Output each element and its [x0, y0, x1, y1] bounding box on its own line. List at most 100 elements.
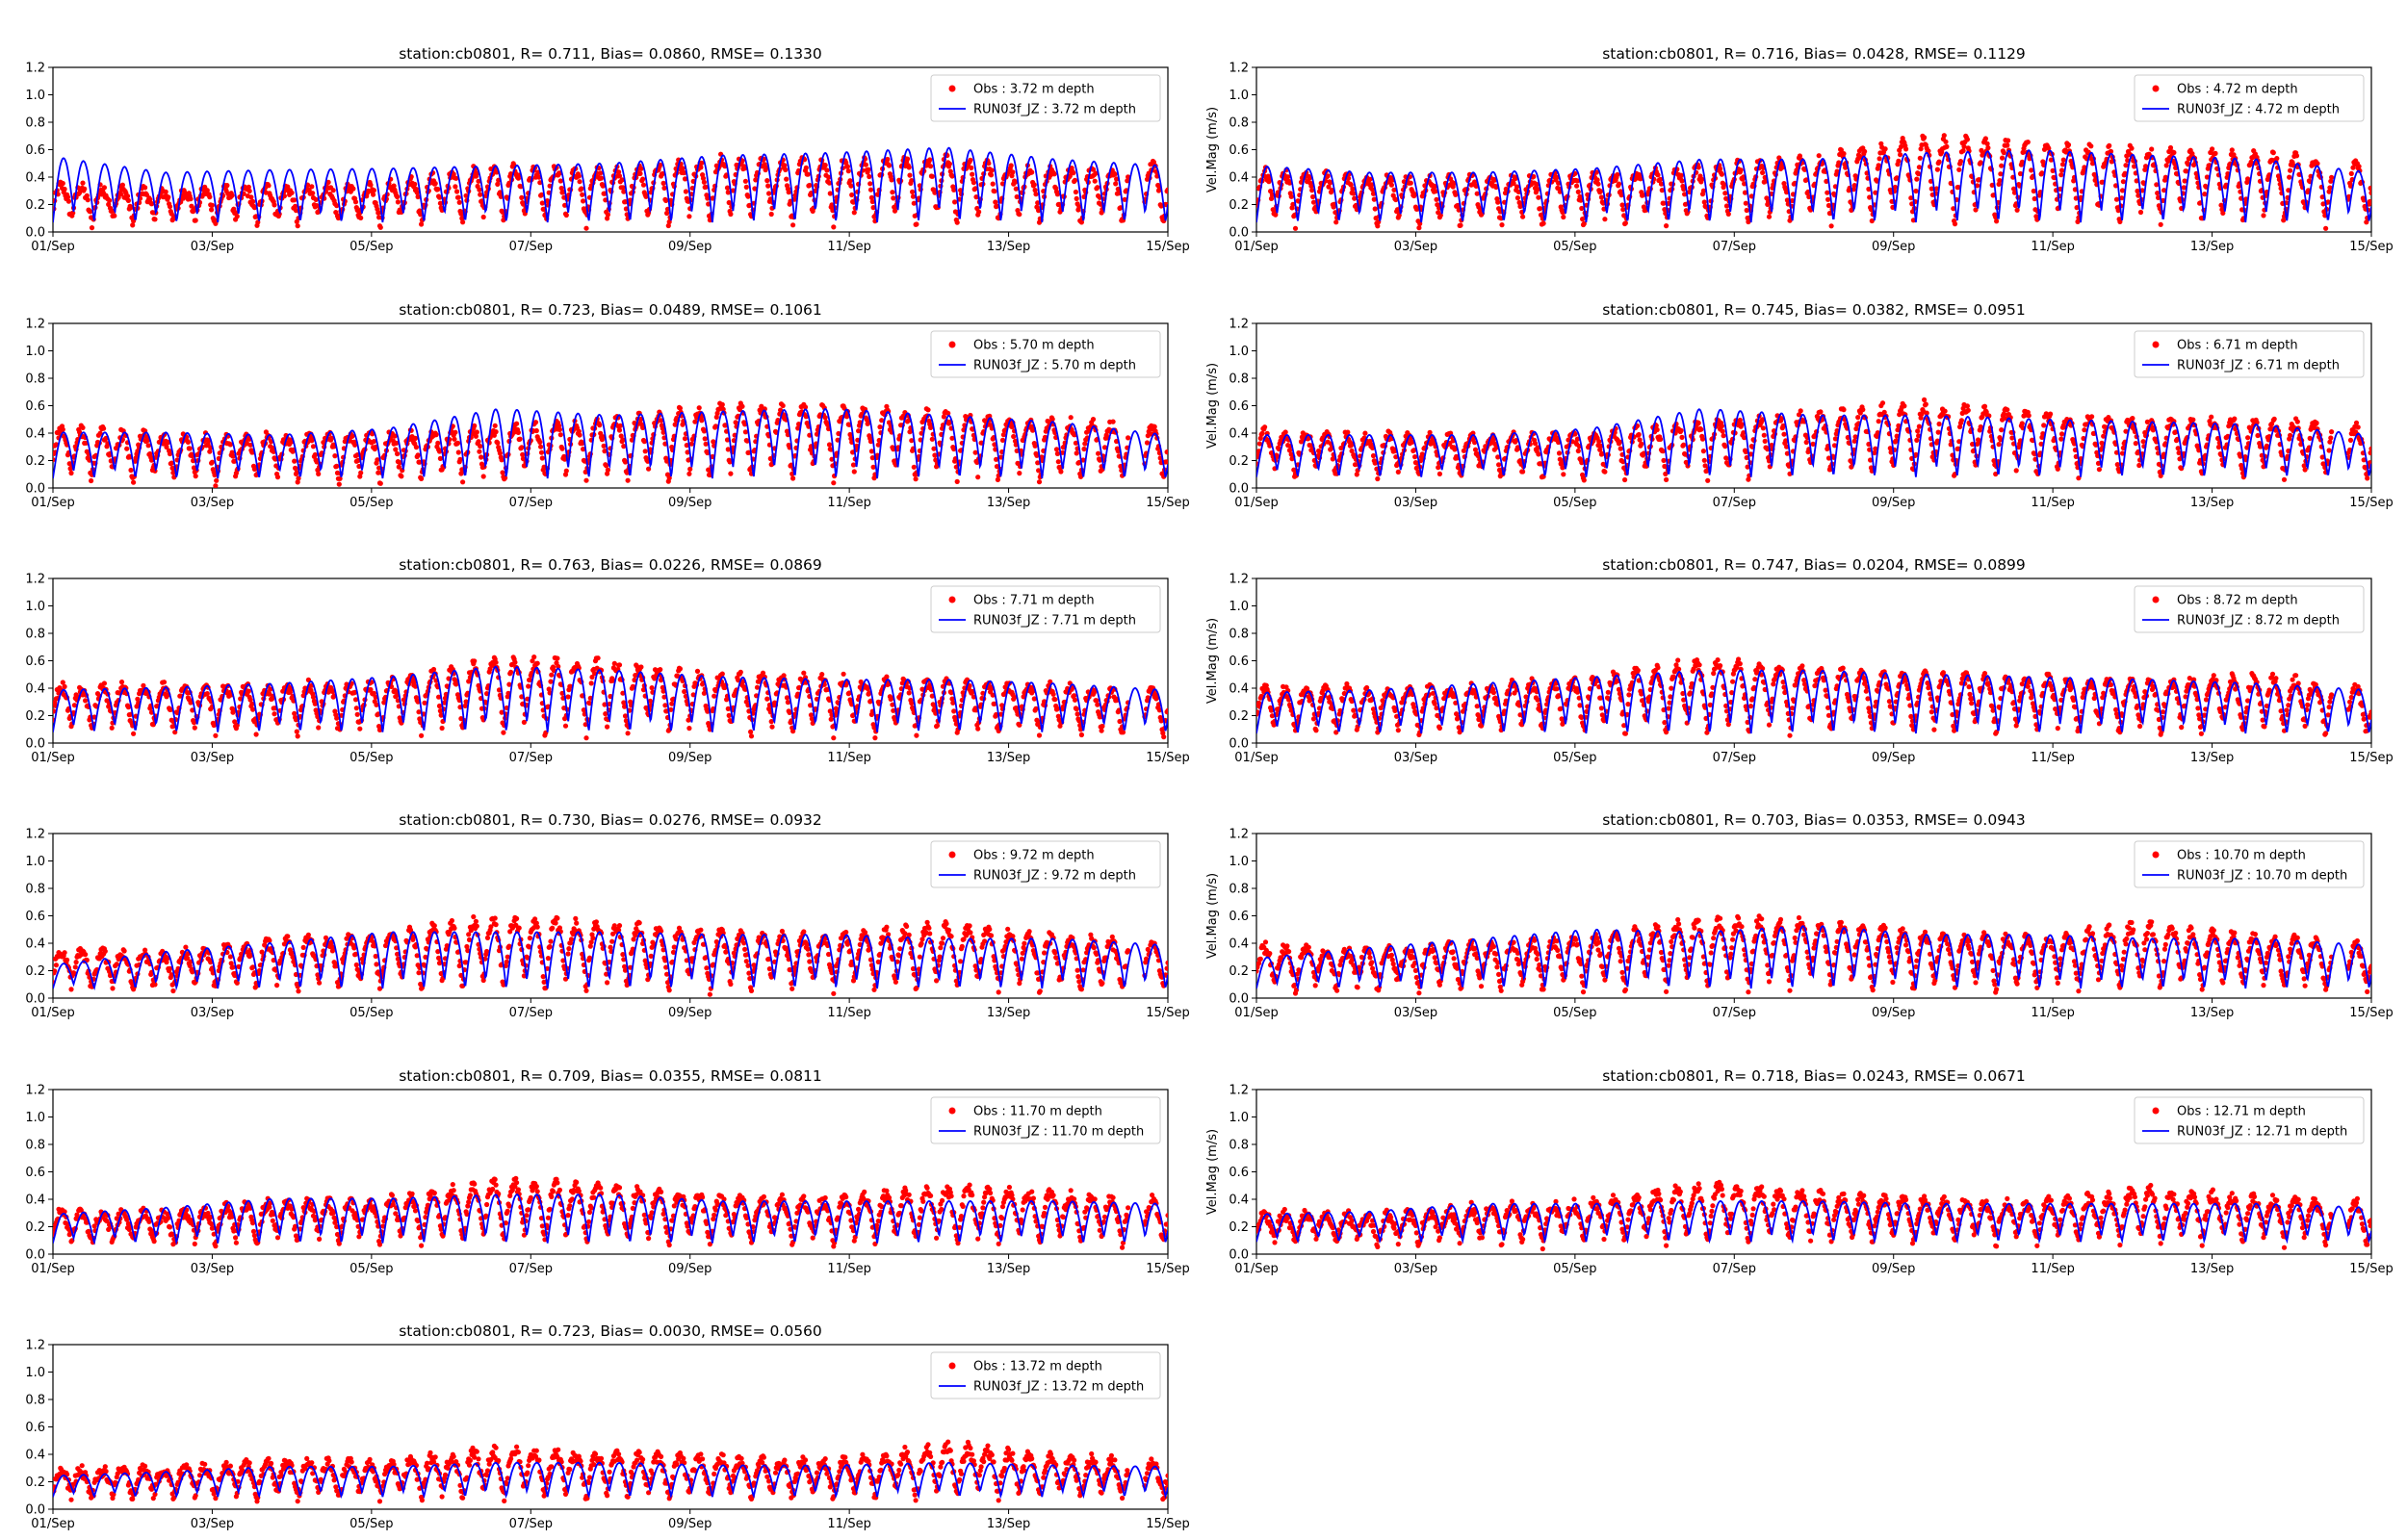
obs-point [2065, 141, 2072, 148]
obs-point [605, 467, 611, 473]
obs-point [680, 166, 686, 171]
obs-point [1914, 176, 1920, 182]
obs-point [112, 213, 117, 218]
obs-point [533, 427, 539, 434]
obs-point [476, 439, 481, 445]
obs-point [1896, 158, 1902, 164]
obs-point [885, 156, 891, 163]
x-tick-label: 07/Sep [509, 240, 553, 254]
obs-point [101, 425, 107, 431]
obs-point [229, 192, 235, 198]
legend-obs-label: Obs : 5.70 m depth [973, 339, 1095, 353]
obs-point [193, 218, 198, 223]
obs-point [728, 211, 734, 218]
obs-point [1898, 143, 1904, 150]
y-tick-label: 0.0 [25, 482, 45, 497]
obs-point [1766, 214, 1773, 219]
obs-point [476, 178, 481, 184]
obs-point [436, 194, 443, 200]
obs-point [2329, 174, 2335, 180]
obs-point [2025, 140, 2031, 145]
obs-point [2005, 142, 2010, 148]
obs-point [459, 216, 465, 221]
y-tick-label: 0.8 [25, 116, 45, 131]
obs-point [826, 442, 833, 448]
obs-point [480, 474, 486, 479]
obs-point [414, 190, 420, 195]
obs-point [1288, 193, 1294, 199]
x-tick-label: 07/Sep [509, 496, 553, 510]
y-tick-label: 0.8 [25, 372, 45, 387]
x-tick-label: 11/Sep [2031, 496, 2074, 510]
obs-point [316, 471, 322, 476]
obs-point [1126, 435, 1131, 441]
obs-point [1718, 166, 1723, 171]
obs-point [616, 173, 623, 179]
obs-point [663, 197, 669, 203]
obs-point [1033, 192, 1039, 197]
obs-point [1096, 450, 1101, 456]
y-tick-label: 1.0 [25, 89, 45, 103]
legend-model-label: RUN03f_JZ : 4.72 m depth [2177, 103, 2340, 117]
obs-point [60, 180, 65, 187]
obs-point [452, 436, 457, 442]
obs-point [914, 221, 919, 227]
y-tick-label: 0.4 [25, 427, 45, 442]
obs-point [558, 185, 564, 192]
obs-point [600, 183, 606, 189]
obs-point [209, 207, 215, 213]
obs-point [580, 192, 585, 197]
obs-point [780, 402, 786, 409]
obs-point [234, 214, 240, 219]
obs-point [702, 436, 708, 442]
x-tick-label: 03/Sep [191, 496, 234, 510]
y-tick-label: 1.2 [1229, 62, 1249, 76]
x-tick-label: 13/Sep [987, 496, 1030, 510]
obs-point [454, 189, 460, 194]
obs-point [952, 199, 958, 205]
obs-point [88, 209, 93, 215]
obs-point [1495, 199, 1501, 205]
obs-point [80, 180, 86, 186]
obs-point [204, 188, 210, 193]
obs-point [1722, 444, 1728, 449]
obs-point [325, 179, 331, 185]
y-tick-label: 0.4 [1229, 171, 1249, 186]
y-tick-label: 1.2 [25, 318, 45, 332]
obs-point [1330, 456, 1335, 462]
obs-point [65, 198, 71, 204]
y-tick-label: 0.8 [1229, 116, 1249, 131]
obs-point [1725, 211, 1731, 217]
obs-point [2107, 142, 2112, 148]
obs-point [1602, 469, 1608, 475]
obs-point [1581, 477, 1587, 483]
obs-point [377, 480, 383, 486]
chart-title: station:cb0801, R= 0.723, Bias= 0.0489, … [399, 301, 822, 319]
x-tick-label: 13/Sep [2190, 496, 2234, 510]
obs-point [532, 420, 539, 425]
obs-point [907, 172, 913, 178]
legend-model-label: RUN03f_JZ : 5.70 m depth [973, 359, 1136, 373]
obs-point [1860, 407, 1866, 413]
obs-point [1036, 479, 1043, 485]
obs-point [1978, 160, 1983, 166]
obs-point [1055, 459, 1061, 465]
x-tick-label: 15/Sep [2349, 496, 2393, 510]
obs-point [519, 445, 525, 450]
obs-point [1259, 430, 1265, 436]
obs-point [2000, 155, 2006, 161]
obs-point [1738, 167, 1744, 173]
obs-point [399, 474, 404, 479]
obs-point [375, 206, 380, 212]
obs-point [765, 183, 771, 189]
obs-point [928, 164, 934, 169]
obs-point [660, 170, 665, 177]
obs-point [642, 449, 648, 454]
obs-point [625, 477, 631, 483]
x-tick-label: 11/Sep [2031, 240, 2074, 254]
obs-point [2270, 150, 2276, 156]
obs-point [187, 446, 193, 451]
obs-point [358, 470, 364, 475]
obs-point [293, 203, 298, 209]
